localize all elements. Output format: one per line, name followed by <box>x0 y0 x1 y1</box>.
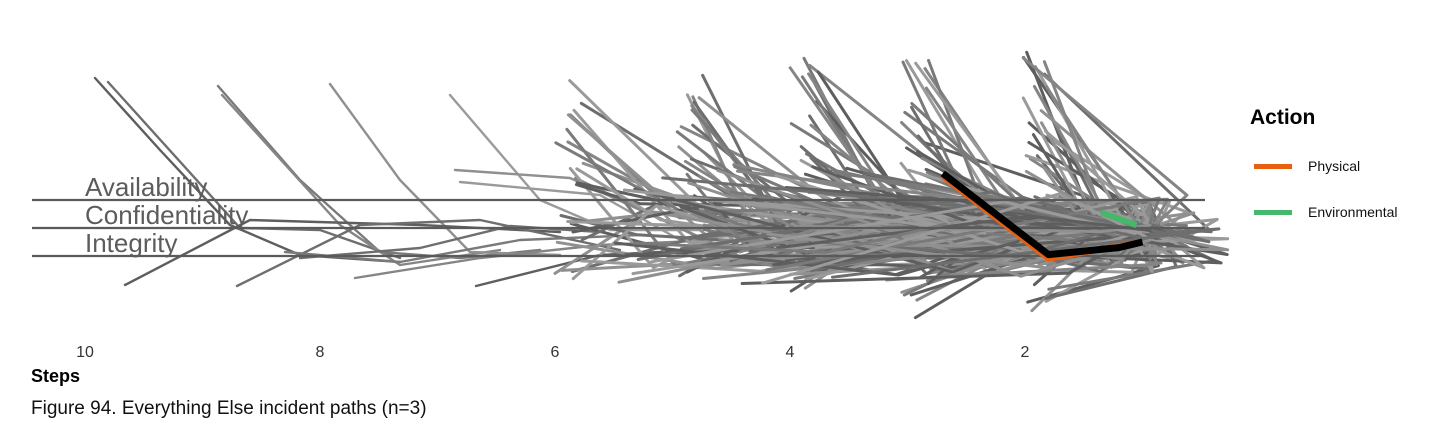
x-tick-6: 6 <box>551 344 560 361</box>
x-tick-8: 8 <box>316 344 325 361</box>
legend-item-environmental: Environmental <box>1254 202 1398 222</box>
background-path <box>776 214 1152 250</box>
x-tick-2: 2 <box>1021 344 1030 361</box>
legend-label-environmental: Environmental <box>1308 204 1398 220</box>
category-label-availability: Availability <box>85 172 207 202</box>
x-axis-label: Steps <box>31 366 81 386</box>
background-path <box>353 238 722 280</box>
legend-swatch-environmental <box>1254 209 1292 215</box>
background-path <box>829 232 1230 252</box>
background-path <box>448 93 702 232</box>
legend-item-physical: Physical <box>1254 156 1360 176</box>
highlight-paths <box>940 170 1144 262</box>
series-line-environmental <box>1100 209 1138 229</box>
series-line-highlight-1 <box>940 170 1144 259</box>
legend-swatch-physical <box>1254 163 1292 169</box>
background-path <box>761 192 1152 285</box>
background-paths <box>93 50 1230 320</box>
figure-caption: Figure 94. Everything Else incident path… <box>31 398 427 419</box>
background-path <box>765 196 1161 272</box>
category-label-confidentiality: Confidentiality <box>85 200 248 230</box>
x-tick-4: 4 <box>786 344 795 361</box>
x-tick-labels: 10 8 6 4 2 <box>76 344 1029 361</box>
background-path <box>649 200 1126 264</box>
background-path <box>830 227 1221 279</box>
legend-title: Action <box>1250 106 1316 129</box>
category-label-integrity: Integrity <box>85 228 178 258</box>
background-path <box>633 222 948 254</box>
background-path <box>220 93 502 267</box>
x-tick-10: 10 <box>76 344 94 361</box>
legend-label-physical: Physical <box>1308 158 1361 174</box>
